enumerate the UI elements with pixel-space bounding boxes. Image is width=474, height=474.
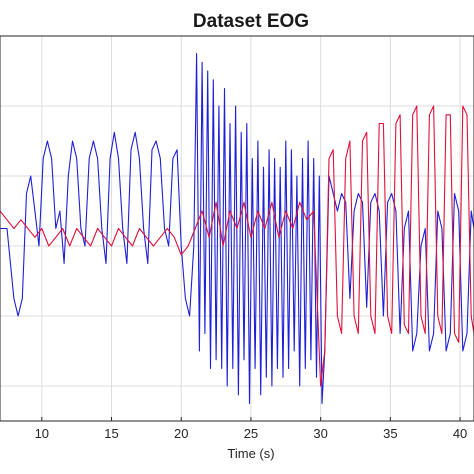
x-tick-label-0: 10	[35, 426, 49, 441]
x-tick-label-2: 20	[174, 426, 188, 441]
x-axis-label: Time (s)	[227, 446, 274, 461]
chart-title: Dataset EOG	[193, 11, 309, 32]
plot-area	[0, 52, 474, 405]
x-tick-label-5: 35	[383, 426, 397, 441]
x-tick-label-3: 25	[244, 426, 258, 441]
axes-frame	[0, 35, 474, 422]
x-axis-ticks: 10 15 20 25 30 35 40	[35, 417, 467, 441]
x-tick-label-4: 30	[313, 426, 327, 441]
series-line-1	[0, 105, 474, 387]
x-tick-label-1: 15	[104, 426, 118, 441]
x-tick-label-6: 40	[453, 426, 467, 441]
